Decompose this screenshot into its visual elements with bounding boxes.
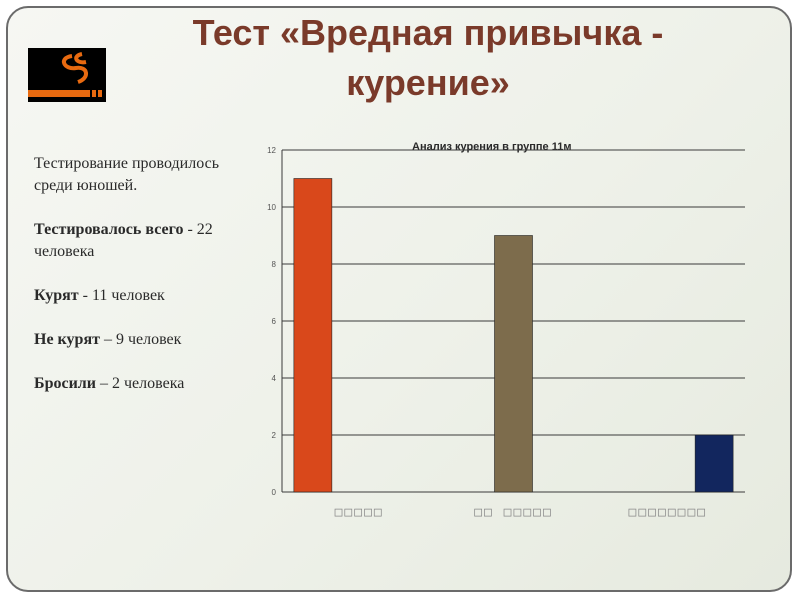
title-line-2: курение» — [346, 62, 510, 103]
x-category-label: □□ □□□□□ — [474, 505, 553, 520]
page-title: Тест «Вредная привычка - курение» — [128, 8, 728, 108]
total-value: - 22 человека — [34, 221, 213, 260]
x-category-label: □□□□□□□□ — [629, 505, 708, 520]
y-tick-label: 2 — [272, 431, 277, 440]
y-tick-label: 10 — [267, 203, 276, 212]
y-tick-label: 12 — [267, 146, 276, 155]
quit-value: – 2 человека — [100, 375, 185, 392]
bar — [293, 178, 333, 493]
smoke-value: - 11 человек — [82, 287, 165, 304]
quit-row: Бросили – 2 человека — [34, 373, 254, 395]
total-row: Тестировалось всего - 22 человека — [34, 219, 254, 263]
bar — [494, 235, 533, 493]
y-tick-label: 4 — [272, 374, 277, 383]
y-tick-label: 8 — [272, 260, 277, 269]
nonsmoke-label: Не курят — [34, 331, 100, 348]
smoke-row: Курят - 11 человек — [34, 285, 254, 307]
cigarette-smoke-icon — [28, 48, 106, 102]
intro-text: Тестирование проводилось среди юношей. — [34, 155, 220, 194]
bar-chart: 0 2 4 6 8 10 12 □□□□□ □□ □□□□□ □□□□□□□□ — [267, 146, 745, 520]
y-tick-label: 0 — [272, 488, 277, 497]
bar — [694, 434, 734, 493]
title-line-1: Тест «Вредная привычка - — [192, 12, 664, 53]
nonsmoke-row: Не курят – 9 человек — [34, 329, 254, 351]
total-label: Тестировалось всего — [34, 221, 184, 238]
test-summary: Тестирование проводилось среди юношей. Т… — [34, 153, 254, 417]
quit-label: Бросили — [34, 375, 96, 392]
y-tick-label: 6 — [272, 317, 277, 326]
smoke-label: Курят — [34, 287, 79, 304]
nonsmoke-value: – 9 человек — [103, 331, 182, 348]
x-category-label: □□□□□ — [335, 505, 384, 520]
slide-frame: Тест «Вредная привычка - курение» Тестир… — [6, 6, 792, 592]
